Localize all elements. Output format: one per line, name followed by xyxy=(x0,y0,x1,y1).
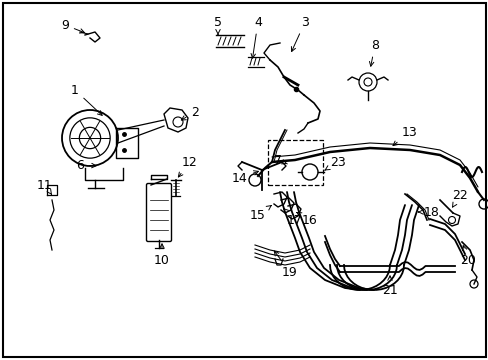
Text: 22: 22 xyxy=(451,189,467,207)
Text: 18: 18 xyxy=(418,206,439,219)
Text: 15: 15 xyxy=(249,206,271,221)
Text: 19: 19 xyxy=(274,251,297,279)
Text: 11: 11 xyxy=(37,179,53,194)
Text: 9: 9 xyxy=(61,18,84,33)
Text: 17: 17 xyxy=(283,208,303,226)
Text: 6: 6 xyxy=(76,158,96,171)
Text: 4: 4 xyxy=(250,15,262,58)
Text: 20: 20 xyxy=(459,246,475,266)
Text: 2: 2 xyxy=(181,105,199,120)
Text: 16: 16 xyxy=(296,212,317,226)
Text: 8: 8 xyxy=(369,39,378,66)
Text: 21: 21 xyxy=(381,276,397,297)
Text: 13: 13 xyxy=(392,126,417,145)
Text: 1: 1 xyxy=(71,84,102,115)
Bar xyxy=(267,140,323,185)
Text: 14: 14 xyxy=(232,171,258,185)
Text: 23: 23 xyxy=(324,156,345,170)
Text: 5: 5 xyxy=(214,15,222,34)
Text: 3: 3 xyxy=(291,15,308,51)
Text: 10: 10 xyxy=(154,244,170,266)
Text: 7: 7 xyxy=(273,153,287,166)
Text: 12: 12 xyxy=(178,156,198,177)
